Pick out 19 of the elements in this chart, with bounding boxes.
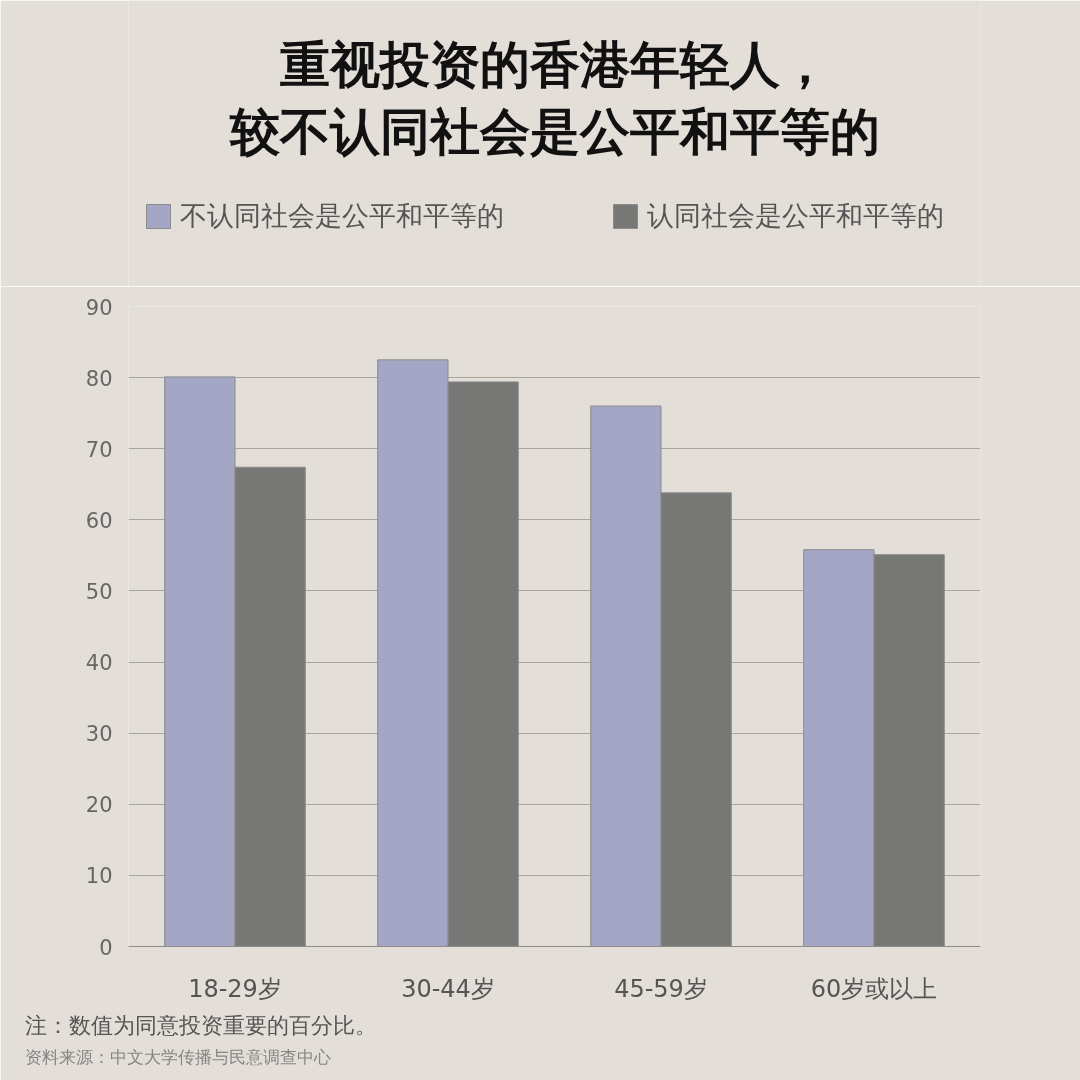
y-tick-label: 70	[85, 437, 113, 462]
y-tick-label: 0	[99, 935, 113, 960]
y-tick-label: 90	[85, 295, 113, 320]
legend-label: 不认同社会是公平和平等的	[180, 199, 504, 233]
x-tick-label: 45-59岁	[614, 974, 708, 1003]
x-tick-label: 30-44岁	[401, 974, 495, 1003]
y-tick-label: 10	[85, 864, 113, 889]
y-tick-label: 60	[85, 508, 113, 533]
y-tick-label: 80	[85, 366, 113, 391]
y-tick-label: 30	[85, 722, 113, 747]
chart-title: 重视投资的香港年轻人，较不认同社会是公平和平等的	[228, 36, 880, 161]
y-tick-label: 40	[85, 651, 113, 676]
x-tick-label: 60岁或以上	[810, 974, 938, 1003]
text: 资料来源：中文大学传播与民意调查中心	[24, 1046, 331, 1067]
legend-label: 认同社会是公平和平等的	[647, 199, 944, 233]
y-tick-label: 20	[85, 793, 113, 818]
text: 注：数值为同意投资重要的百分比。	[24, 1012, 377, 1038]
x-tick-label: 18-29岁	[188, 974, 282, 1003]
y-tick-label: 50	[85, 579, 113, 604]
